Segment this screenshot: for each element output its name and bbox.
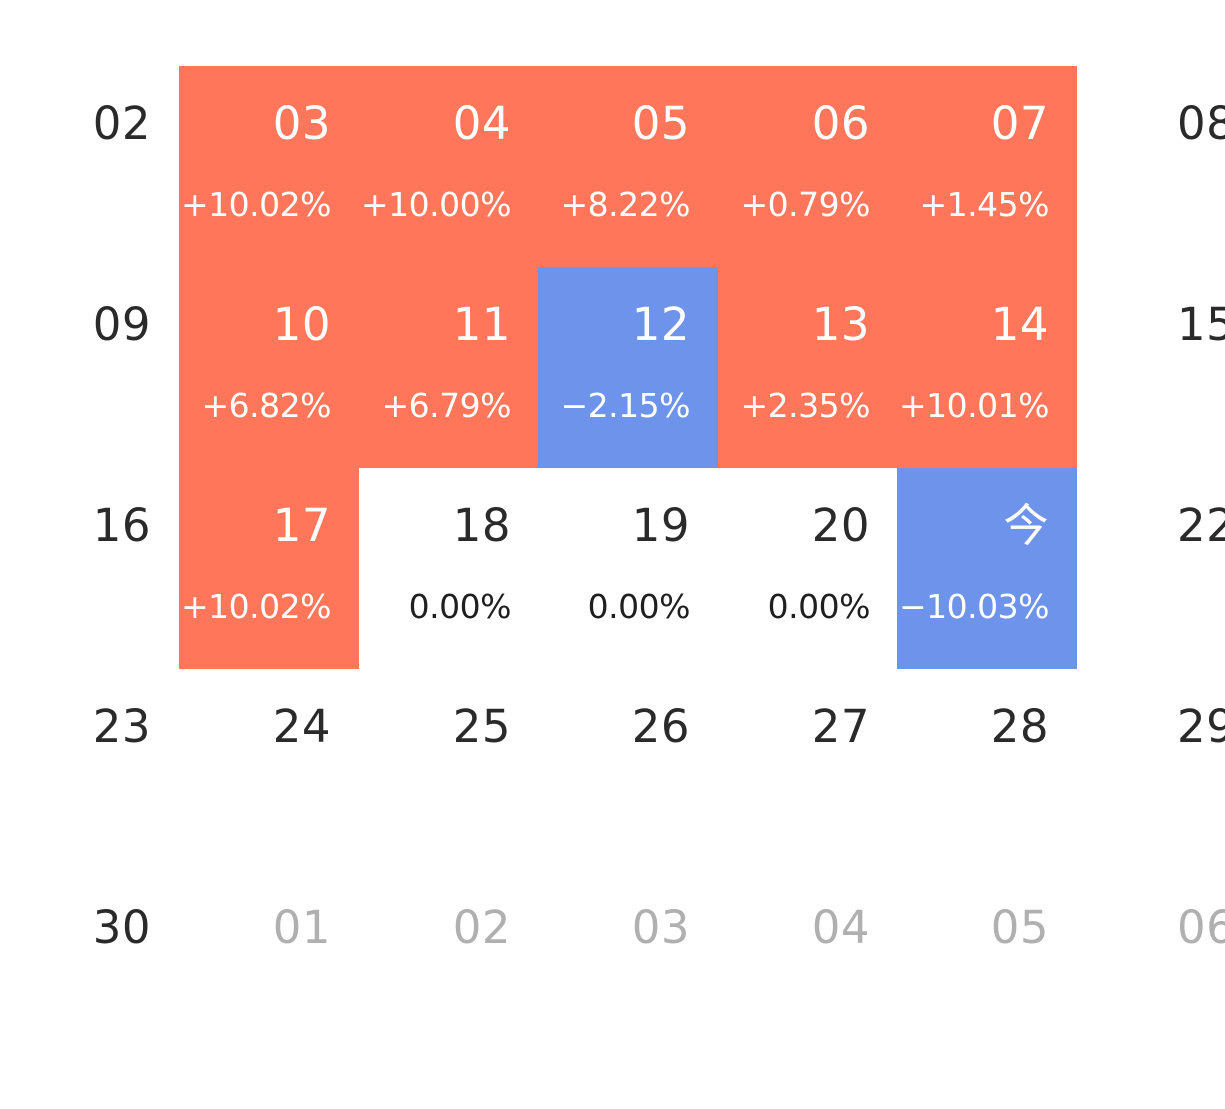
day-cell[interactable]: 07 +1.45% xyxy=(897,66,1077,267)
day-cell[interactable]: 03 +10.02% xyxy=(179,66,359,267)
day-cell[interactable]: 20 0.00% xyxy=(718,468,898,669)
day-number: 26 xyxy=(631,700,690,753)
day-cell[interactable]: 26 xyxy=(538,669,718,870)
day-number: 14 xyxy=(990,298,1049,351)
day-number: 15 xyxy=(1177,298,1225,351)
day-number: 22 xyxy=(1177,499,1225,552)
day-change-percent: 0.00% xyxy=(587,587,691,626)
day-cell[interactable]: 03 xyxy=(538,870,718,1071)
day-change-percent: +6.82% xyxy=(201,386,332,425)
day-change-percent: +1.45% xyxy=(919,185,1050,224)
day-cell[interactable]: 05 xyxy=(897,870,1077,1071)
calendar-week-row: 02 03 +10.02% 04 +10.00% 05 +8.22% 06 +0… xyxy=(0,66,1225,267)
day-change-percent: +2.35% xyxy=(740,386,871,425)
calendar-week-row: 23 24 25 26 27 28 29 xyxy=(0,669,1225,870)
today-cell[interactable]: 今 −10.03% xyxy=(897,468,1077,669)
day-number: 20 xyxy=(811,499,870,552)
day-cell[interactable]: 11 +6.79% xyxy=(359,267,539,468)
day-cell[interactable]: 06 +0.79% xyxy=(718,66,898,267)
day-number: 04 xyxy=(452,97,511,150)
day-number: 03 xyxy=(631,901,690,954)
day-change-percent: +10.02% xyxy=(181,185,331,224)
day-number: 28 xyxy=(990,700,1049,753)
day-change-percent: 0.00% xyxy=(408,587,512,626)
day-number: 25 xyxy=(452,700,511,753)
day-number: 11 xyxy=(452,298,511,351)
day-number: 16 xyxy=(92,499,151,552)
day-number: 06 xyxy=(1177,901,1225,954)
day-cell[interactable]: 23 xyxy=(0,669,180,870)
day-change-percent: +6.79% xyxy=(381,386,512,425)
day-change-percent: +10.00% xyxy=(361,185,511,224)
day-change-percent: 0.00% xyxy=(767,587,871,626)
day-number: 03 xyxy=(272,97,331,150)
day-cell[interactable]: 04 +10.00% xyxy=(359,66,539,267)
day-cell[interactable]: 13 +2.35% xyxy=(718,267,898,468)
day-cell[interactable]: 02 xyxy=(359,870,539,1071)
day-number: 07 xyxy=(990,97,1049,150)
calendar-week-row: 09 10 +6.82% 11 +6.79% 12 −2.15% 13 +2.3… xyxy=(0,267,1225,468)
day-cell[interactable]: 25 xyxy=(359,669,539,870)
day-cell[interactable]: 09 xyxy=(0,267,180,468)
day-cell[interactable]: 28 xyxy=(897,669,1077,870)
day-cell[interactable]: 17 +10.02% xyxy=(179,468,359,669)
day-number: 13 xyxy=(811,298,870,351)
day-cell[interactable]: 12 −2.15% xyxy=(538,267,718,468)
calendar-week-row: 16 17 +10.02% 18 0.00% 19 0.00% 20 0.00%… xyxy=(0,468,1225,669)
today-label: 今 xyxy=(1003,499,1049,552)
day-number: 27 xyxy=(811,700,870,753)
day-change-percent: +10.01% xyxy=(899,386,1049,425)
day-change-percent: +8.22% xyxy=(560,185,691,224)
day-cell[interactable]: 15 xyxy=(1147,267,1225,468)
day-number: 17 xyxy=(272,499,331,552)
day-cell[interactable]: 19 0.00% xyxy=(538,468,718,669)
day-number: 29 xyxy=(1177,700,1225,753)
day-change-percent: −2.15% xyxy=(560,386,691,425)
day-number: 02 xyxy=(452,901,511,954)
day-number: 30 xyxy=(92,901,151,954)
day-cell[interactable]: 08 xyxy=(1147,66,1225,267)
day-cell[interactable]: 24 xyxy=(179,669,359,870)
day-number: 18 xyxy=(452,499,511,552)
day-cell[interactable]: 10 +6.82% xyxy=(179,267,359,468)
day-cell[interactable]: 29 xyxy=(1147,669,1225,870)
day-number: 08 xyxy=(1177,97,1225,150)
day-cell[interactable]: 18 0.00% xyxy=(359,468,539,669)
day-cell[interactable]: 22 xyxy=(1147,468,1225,669)
day-number: 02 xyxy=(92,97,151,150)
day-number: 23 xyxy=(92,700,151,753)
day-number: 24 xyxy=(272,700,331,753)
day-cell[interactable]: 05 +8.22% xyxy=(538,66,718,267)
day-cell[interactable]: 16 xyxy=(0,468,180,669)
day-number: 05 xyxy=(631,97,690,150)
day-cell[interactable]: 02 xyxy=(0,66,180,267)
day-number: 01 xyxy=(272,901,331,954)
day-change-percent: +10.02% xyxy=(181,587,331,626)
calendar-week-row: 30 01 02 03 04 05 06 xyxy=(0,870,1225,1071)
day-number: 06 xyxy=(811,97,870,150)
day-cell[interactable]: 30 xyxy=(0,870,180,1071)
day-number: 09 xyxy=(92,298,151,351)
day-number: 05 xyxy=(990,901,1049,954)
day-number: 12 xyxy=(631,298,690,351)
day-change-percent: −10.03% xyxy=(899,587,1049,626)
day-cell[interactable]: 06 xyxy=(1147,870,1225,1071)
day-number: 19 xyxy=(631,499,690,552)
day-cell[interactable]: 04 xyxy=(718,870,898,1071)
day-cell[interactable]: 01 xyxy=(179,870,359,1071)
day-number: 10 xyxy=(272,298,331,351)
day-cell[interactable]: 14 +10.01% xyxy=(897,267,1077,468)
day-number: 04 xyxy=(811,901,870,954)
day-change-percent: +0.79% xyxy=(740,185,871,224)
day-cell[interactable]: 27 xyxy=(718,669,898,870)
